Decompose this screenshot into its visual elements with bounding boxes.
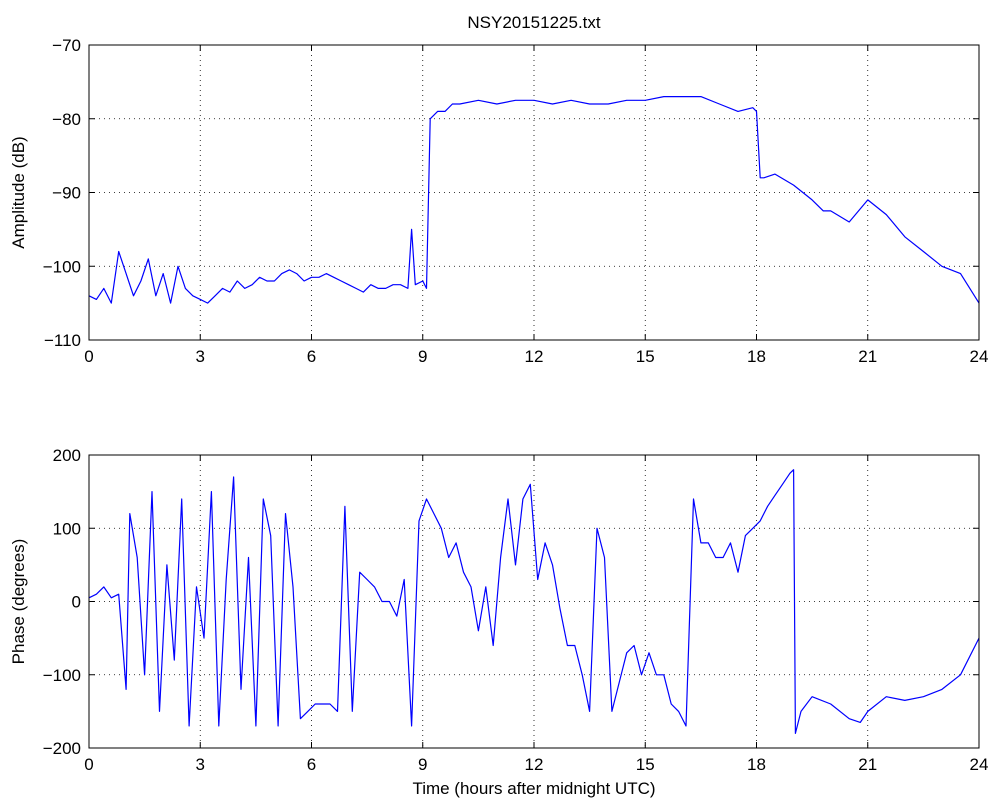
amplitude-xtick-label: 0 [84, 347, 93, 366]
amplitude-xtick-label: 18 [747, 347, 766, 366]
phase-ytick-label: 200 [53, 446, 81, 465]
amplitude-ytick-label: −80 [52, 110, 81, 129]
phase-ytick-label: 0 [72, 593, 81, 612]
phase-xtick-label: 6 [307, 755, 316, 774]
phase-ytick-label: −100 [43, 666, 81, 685]
phase-xlabel: Time (hours after midnight UTC) [412, 779, 655, 798]
amplitude-series-line [88, 95, 980, 304]
phase-ytick-label: −200 [43, 739, 81, 758]
phase-plot: 0 3 6 9 12 15 18 21 24 −200 −100 0 100 200 Phase (degr… [9, 446, 988, 798]
figure-title: NSY20151225.txt [467, 13, 601, 32]
amplitude-xtick-label: 3 [196, 347, 205, 366]
phase-ytick-label: 100 [53, 519, 81, 538]
amplitude-ytick-label: −90 [52, 184, 81, 203]
amplitude-xtick-label: 9 [418, 347, 427, 366]
phase-xtick-label: 18 [747, 755, 766, 774]
phase-axes-frame [88, 454, 980, 749]
phase-xtick-label: 9 [418, 755, 427, 774]
phase-xtick-label: 24 [970, 755, 989, 774]
phase-xtick-label: 21 [858, 755, 877, 774]
phase-xtick-label: 3 [196, 755, 205, 774]
amplitude-xtick-label: 12 [525, 347, 544, 366]
phase-xtick-label: 15 [636, 755, 655, 774]
phase-xtick-label: 12 [525, 755, 544, 774]
amplitude-xtick-label: 15 [636, 347, 655, 366]
amplitude-axes-frame [88, 44, 980, 341]
phase-series-line [88, 469, 980, 735]
amplitude-ytick-label: −70 [52, 36, 81, 55]
phase-ylabel: Phase (degrees) [9, 539, 28, 665]
amplitude-xtick-label: 21 [858, 347, 877, 366]
phase-xtick-label: 0 [84, 755, 93, 774]
amplitude-ylabel: Amplitude (dB) [9, 136, 28, 248]
amplitude-ytick-label: −110 [44, 331, 81, 350]
amplitude-ytick-label: −100 [43, 257, 81, 276]
amplitude-xtick-label: 24 [970, 347, 989, 366]
amplitude-xtick-label: 6 [307, 347, 316, 366]
amplitude-plot: 0 3 6 9 12 15 18 21 24 −110 −100 −90 −80 −70 Amplitude… [9, 36, 988, 366]
